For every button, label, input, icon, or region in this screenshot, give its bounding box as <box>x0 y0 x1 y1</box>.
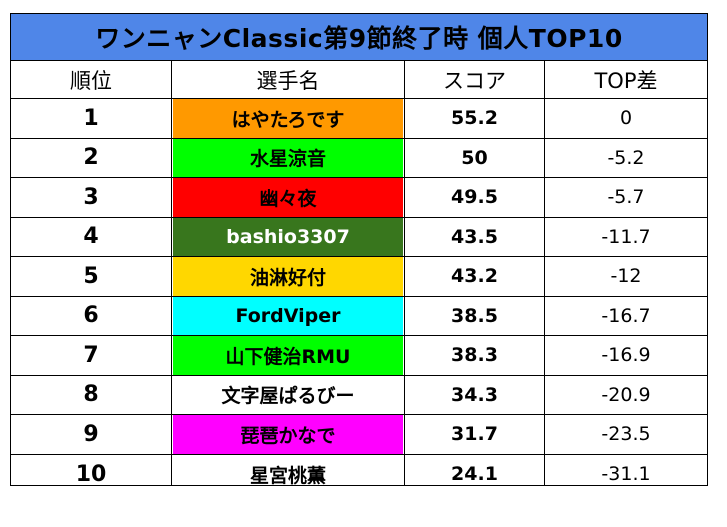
rank-cell: 4 <box>11 217 172 257</box>
score-cell: 43.5 <box>405 217 545 257</box>
rank-cell: 7 <box>11 336 172 376</box>
header-score: スコア <box>405 61 545 99</box>
score-cell: 49.5 <box>405 178 545 218</box>
header-name: 選手名 <box>172 61 405 99</box>
player-name: 琵琶かなで <box>173 415 403 454</box>
player-name: 星宮桃薫 <box>173 454 403 485</box>
player-name: 文字屋ぱるびー <box>173 375 403 414</box>
player-name: 山下健治RMU <box>173 336 403 375</box>
player-name: 油淋好付 <box>173 257 403 296</box>
rank-cell: 3 <box>11 178 172 218</box>
score-cell: 50 <box>405 138 545 178</box>
player-name-cell: 油淋好付 <box>172 257 405 297</box>
player-name-cell: bashio3307 <box>172 217 405 257</box>
top-diff-cell: -16.9 <box>545 336 707 376</box>
score-cell: 34.3 <box>405 375 545 415</box>
top-diff-cell: 0 <box>545 99 707 139</box>
score-cell: 38.3 <box>405 336 545 376</box>
player-name: bashio3307 <box>173 217 403 256</box>
score-cell: 38.5 <box>405 296 545 336</box>
player-name-cell: FordViper <box>172 296 405 336</box>
player-name-cell: 幽々夜 <box>172 178 405 218</box>
top-diff-cell: -16.7 <box>545 297 707 336</box>
rank-cell: 5 <box>11 257 172 297</box>
ranking-table: ワンニャンClassic第9節終了時 個人TOP10 順位 選手名 スコア TO… <box>10 13 708 486</box>
player-name-cell: 山下健治RMU <box>172 336 405 376</box>
score-cell: 43.2 <box>405 257 545 297</box>
player-name: 水星涼音 <box>173 138 403 177</box>
player-name-cell: はやたろです <box>172 99 405 139</box>
rank-cell: 8 <box>11 375 172 415</box>
rank-cell: 6 <box>11 296 172 336</box>
player-name: はやたろです <box>173 99 403 138</box>
rank-cell: 1 <box>11 99 172 139</box>
player-name-cell: 水星涼音 <box>172 138 405 178</box>
top-diff-cell: -12 <box>545 257 707 297</box>
top-diff-cell: -11.7 <box>545 218 707 257</box>
player-name-cell: 琵琶かなで <box>172 415 405 455</box>
rank-cell: 2 <box>11 138 172 178</box>
player-name: FordViper <box>173 296 403 335</box>
top-diff-cell: -23.5 <box>545 415 707 455</box>
table-title: ワンニャンClassic第9節終了時 個人TOP10 <box>11 14 707 61</box>
ranking-grid: 順位 選手名 スコア TOP差 1 はやたろです 55.2 0 2 水星涼音 50 -5.2 3… <box>11 61 707 486</box>
rank-cell: 10 <box>11 454 172 485</box>
score-cell: 55.2 <box>405 99 545 139</box>
player-name-cell: 文字屋ぱるびー <box>172 375 405 415</box>
top-diff-cell: -5.7 <box>545 178 707 218</box>
player-name: 幽々夜 <box>173 178 403 217</box>
rank-cell: 9 <box>11 415 172 455</box>
top-diff-cell: -20.9 <box>545 376 707 415</box>
header-rank: 順位 <box>11 61 172 99</box>
top-diff-cell: -31.1 <box>601 463 651 486</box>
score-cell: 31.7 <box>405 415 545 455</box>
score-cell: 24.1 <box>405 454 545 485</box>
top-diff-cell: -5.2 <box>545 139 707 178</box>
header-diff: TOP差 <box>545 61 707 99</box>
player-name-cell: 星宮桃薫 <box>172 454 405 485</box>
